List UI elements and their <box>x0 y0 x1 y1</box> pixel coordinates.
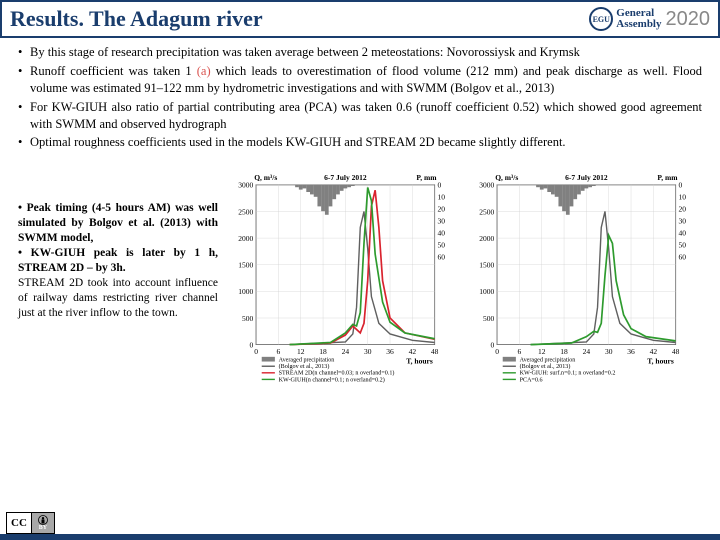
svg-text:6: 6 <box>518 347 522 356</box>
svg-text:30: 30 <box>605 347 613 356</box>
svg-text:18: 18 <box>319 347 327 356</box>
svg-text:60: 60 <box>438 253 446 262</box>
egu-logo: EGU General Assembly <box>589 7 661 31</box>
logo-year: 2020 <box>666 8 711 31</box>
svg-text:20: 20 <box>679 205 687 214</box>
svg-text:24: 24 <box>342 347 350 356</box>
svg-text:30: 30 <box>364 347 372 356</box>
svg-text:40: 40 <box>438 229 446 238</box>
svg-text:2000: 2000 <box>238 234 253 243</box>
svg-text:T, hours: T, hours <box>647 357 674 366</box>
svg-text:KW-GIUH: surf.n=0.1; n overlan: KW-GIUH: surf.n=0.1; n overland=0.2 <box>520 370 616 377</box>
chart-b: 0 500 1000 1500 2000 2500 3000 0 10 20 30 40 50 60 0 6 1… <box>467 161 702 396</box>
svg-text:6: 6 <box>277 347 281 356</box>
svg-text:2500: 2500 <box>479 208 494 217</box>
lower-row: • Peak timing (4-5 hours AM) was well si… <box>18 161 702 396</box>
svg-text:0: 0 <box>495 347 499 356</box>
svg-text:12: 12 <box>538 347 546 356</box>
svg-text:12: 12 <box>297 347 305 356</box>
svg-text:50: 50 <box>438 241 446 250</box>
svg-text:(Bolgov et al., 2013): (Bolgov et al., 2013) <box>520 363 571 370</box>
svg-text:60: 60 <box>679 253 687 262</box>
svg-text:36: 36 <box>386 347 394 356</box>
note-line: • KW-GIUH peak is later by 1 h, STREAM 2… <box>18 246 218 276</box>
charts-area: 0500100015002000250030000102030405060061… <box>226 161 702 396</box>
svg-text:1500: 1500 <box>479 261 494 270</box>
svg-text:18: 18 <box>560 347 568 356</box>
svg-text:48: 48 <box>431 347 439 356</box>
note-line: • Peak timing (4-5 hours AM) was well si… <box>18 201 218 246</box>
svg-text:P, mm: P, mm <box>416 173 437 182</box>
highlight-a: (a) <box>197 64 211 78</box>
svg-text:50: 50 <box>679 241 687 250</box>
by-icon: BY <box>32 513 54 533</box>
svg-text:36: 36 <box>627 347 635 356</box>
svg-text:500: 500 <box>483 314 495 323</box>
svg-text:P, mm: P, mm <box>657 173 678 182</box>
svg-text:500: 500 <box>242 314 254 323</box>
svg-text:0: 0 <box>249 341 253 350</box>
note-line: STREAM 2D took into account influence of… <box>18 276 218 321</box>
svg-text:1000: 1000 <box>238 287 253 296</box>
svg-text:10: 10 <box>438 193 446 202</box>
egu-logo-icon: EGU <box>589 7 613 31</box>
slide-title: Results. The Adagum river <box>10 6 263 32</box>
svg-text:Averaged precipitation: Averaged precipitation <box>279 358 335 364</box>
svg-text:6-7 July 2012: 6-7 July 2012 <box>565 173 608 182</box>
cc-icon: CC <box>7 513 32 533</box>
svg-text:0: 0 <box>679 181 683 190</box>
svg-text:42: 42 <box>409 347 417 356</box>
svg-text:30: 30 <box>679 217 687 226</box>
svg-text:24: 24 <box>583 347 591 356</box>
svg-text:PCA=0.6: PCA=0.6 <box>520 378 543 384</box>
svg-text:(Bolgov et al., 2013): (Bolgov et al., 2013) <box>279 363 330 370</box>
chart-a: 0 500 1000 1500 2000 2500 3000 0 10 20 30 40 50 60 0 6 1… <box>226 161 461 396</box>
logo-sub2: Assembly <box>616 19 661 30</box>
svg-text:48: 48 <box>672 347 680 356</box>
svg-text:3000: 3000 <box>479 181 494 190</box>
slide-header: Results. The Adagum river EGU General As… <box>0 0 720 38</box>
bullet-list: By this stage of research precipitation … <box>18 44 702 151</box>
svg-text:40: 40 <box>679 229 687 238</box>
footer-bar <box>0 534 720 540</box>
svg-text:STREAM 2D(n channel=0.03; n ov: STREAM 2D(n channel=0.03; n overland=0.1… <box>279 370 395 377</box>
svg-text:20: 20 <box>438 205 446 214</box>
svg-text:KW-GIUH(n channel=0.1; n overl: KW-GIUH(n channel=0.1; n overland=0.2) <box>279 377 385 384</box>
bullet-item: Optimal roughness coefficients used in t… <box>18 134 702 151</box>
svg-text:2000: 2000 <box>479 234 494 243</box>
svg-text:0: 0 <box>490 341 494 350</box>
svg-text:0: 0 <box>438 181 442 190</box>
svg-text:Averaged precipitation: Averaged precipitation <box>520 358 576 364</box>
cc-by-badge: CC BY <box>6 512 55 534</box>
content-area: By this stage of research precipitation … <box>0 38 720 402</box>
svg-text:T, hours: T, hours <box>406 357 433 366</box>
svg-text:Q, m³/s: Q, m³/s <box>254 173 277 182</box>
bullet-item: By this stage of research precipitation … <box>18 44 702 61</box>
svg-text:3000: 3000 <box>238 181 253 190</box>
svg-text:1000: 1000 <box>479 287 494 296</box>
svg-text:10: 10 <box>679 193 687 202</box>
svg-text:0: 0 <box>254 347 258 356</box>
notes-column: • Peak timing (4-5 hours AM) was well si… <box>18 161 218 396</box>
svg-text:6-7 July 2012: 6-7 July 2012 <box>324 173 367 182</box>
svg-text:2500: 2500 <box>238 208 253 217</box>
logo-area: EGU General Assembly 2020 <box>589 7 710 31</box>
svg-text:42: 42 <box>650 347 658 356</box>
bullet-item: For KW-GIUH also ratio of partial contri… <box>18 99 702 133</box>
svg-text:Q, m³/s: Q, m³/s <box>495 173 518 182</box>
svg-text:1500: 1500 <box>238 261 253 270</box>
bullet-item: Runoff coefficient was taken 1 (a) which… <box>18 63 702 97</box>
svg-text:30: 30 <box>438 217 446 226</box>
